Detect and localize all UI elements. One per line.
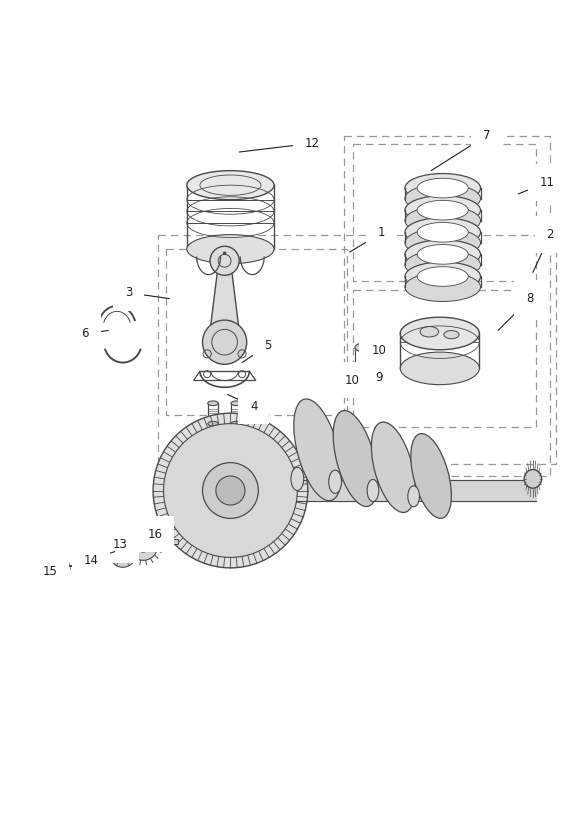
Ellipse shape: [355, 343, 376, 352]
Text: 16: 16: [147, 527, 164, 541]
Bar: [353, 290, 536, 427]
Ellipse shape: [333, 410, 378, 507]
Text: 6: 6: [81, 327, 108, 340]
Text: 15: 15: [43, 565, 64, 578]
Ellipse shape: [401, 317, 479, 349]
Circle shape: [129, 531, 158, 560]
Ellipse shape: [294, 399, 342, 501]
Ellipse shape: [524, 470, 542, 488]
Ellipse shape: [208, 421, 218, 426]
Ellipse shape: [417, 178, 468, 198]
Ellipse shape: [187, 235, 274, 264]
Ellipse shape: [371, 422, 415, 513]
Bar: [158, 235, 556, 465]
Ellipse shape: [405, 262, 480, 291]
Ellipse shape: [405, 206, 480, 235]
Text: 13: 13: [113, 538, 139, 551]
Ellipse shape: [417, 200, 468, 220]
Ellipse shape: [411, 433, 451, 518]
Ellipse shape: [420, 326, 438, 337]
Circle shape: [110, 541, 136, 567]
Ellipse shape: [405, 218, 480, 247]
Circle shape: [137, 540, 150, 552]
Ellipse shape: [401, 352, 479, 385]
Ellipse shape: [405, 174, 480, 203]
Ellipse shape: [417, 245, 468, 265]
Bar: [161, 539, 178, 544]
Ellipse shape: [405, 273, 480, 302]
Text: 11: 11: [518, 176, 555, 194]
Circle shape: [216, 476, 245, 505]
Circle shape: [164, 424, 297, 557]
Text: 1: 1: [350, 227, 385, 252]
Ellipse shape: [367, 480, 379, 502]
Ellipse shape: [231, 421, 241, 426]
Text: 10: 10: [345, 363, 364, 386]
Ellipse shape: [405, 195, 480, 225]
Ellipse shape: [417, 267, 468, 286]
Text: 8: 8: [498, 292, 533, 330]
Ellipse shape: [329, 471, 342, 494]
Bar: [353, 144, 536, 281]
Bar: [344, 136, 550, 476]
Ellipse shape: [405, 184, 480, 213]
Circle shape: [202, 320, 247, 364]
Text: 3: 3: [125, 286, 170, 299]
Text: 5: 5: [242, 339, 272, 363]
Circle shape: [210, 246, 239, 275]
Ellipse shape: [231, 401, 241, 405]
Circle shape: [153, 413, 308, 568]
Ellipse shape: [405, 240, 480, 269]
Ellipse shape: [405, 250, 480, 279]
Bar: [167, 249, 347, 415]
Text: 4: 4: [227, 395, 258, 413]
Text: 2: 2: [533, 228, 554, 273]
Text: 7: 7: [431, 129, 490, 171]
Circle shape: [202, 462, 258, 518]
Ellipse shape: [405, 228, 480, 257]
Text: 10: 10: [371, 342, 391, 358]
Ellipse shape: [444, 330, 459, 339]
Text: 12: 12: [239, 137, 319, 152]
Ellipse shape: [208, 401, 218, 405]
Polygon shape: [210, 269, 239, 330]
Circle shape: [223, 251, 226, 255]
Ellipse shape: [408, 486, 419, 507]
Ellipse shape: [187, 171, 274, 199]
Circle shape: [117, 549, 129, 560]
Ellipse shape: [291, 467, 304, 490]
Text: 9: 9: [370, 363, 382, 384]
Ellipse shape: [417, 222, 468, 242]
Text: 14: 14: [83, 551, 115, 567]
Ellipse shape: [355, 363, 376, 372]
